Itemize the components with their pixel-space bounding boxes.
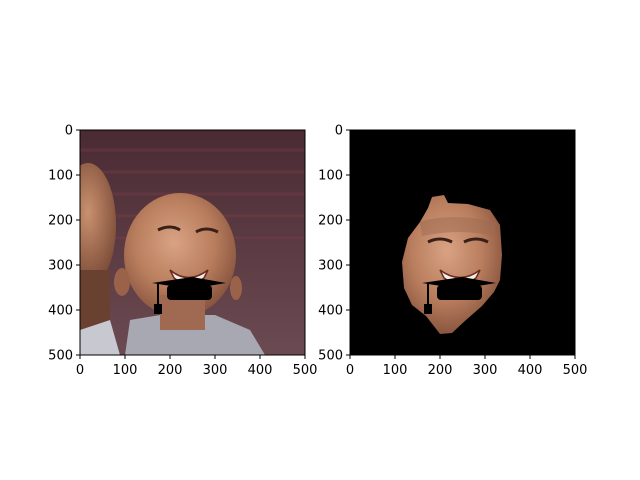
right-x-tick-label: 400 (518, 363, 543, 378)
right-x-tick-label: 100 (383, 363, 408, 378)
right-y-tick-label: 500 (318, 349, 343, 364)
graduation-cap-icon (152, 277, 226, 314)
mask-graduation-cap-icon (422, 277, 496, 314)
right-x-tick-label: 500 (563, 363, 588, 378)
right-y-tick-label: 200 (318, 214, 343, 229)
left-axes-frame (79, 129, 306, 356)
left-y-tick-label: 100 (48, 169, 73, 184)
left-x-tick-label: 300 (203, 363, 228, 378)
right-y-tick-label: 100 (318, 169, 343, 184)
left-image-panel (80, 130, 305, 355)
left-y-tick-label: 200 (48, 214, 73, 229)
left-y-tick-label: 500 (48, 349, 73, 364)
left-person (80, 163, 120, 355)
left-x-tick-label: 200 (158, 363, 183, 378)
left-x-tick-label: 400 (248, 363, 273, 378)
left-x-tick-label: 0 (76, 363, 84, 378)
left-ear (114, 268, 130, 296)
right-ear (230, 276, 242, 300)
right-x-tick-label: 300 (473, 363, 498, 378)
right-image-panel (350, 130, 575, 355)
left-x-tick-label: 500 (293, 363, 318, 378)
right-axes-frame (349, 129, 576, 356)
left-x-tick-label: 100 (113, 363, 138, 378)
right-y-tick-label: 400 (318, 304, 343, 319)
right-x-tick-label: 200 (428, 363, 453, 378)
left-y-tick-label: 400 (48, 304, 73, 319)
left-y-tick-label: 300 (48, 259, 73, 274)
left-y-tick-label: 0 (65, 124, 73, 139)
right-x-tick-label: 0 (346, 363, 354, 378)
right-y-tick-label: 300 (318, 259, 343, 274)
right-y-tick-label: 0 (335, 124, 343, 139)
